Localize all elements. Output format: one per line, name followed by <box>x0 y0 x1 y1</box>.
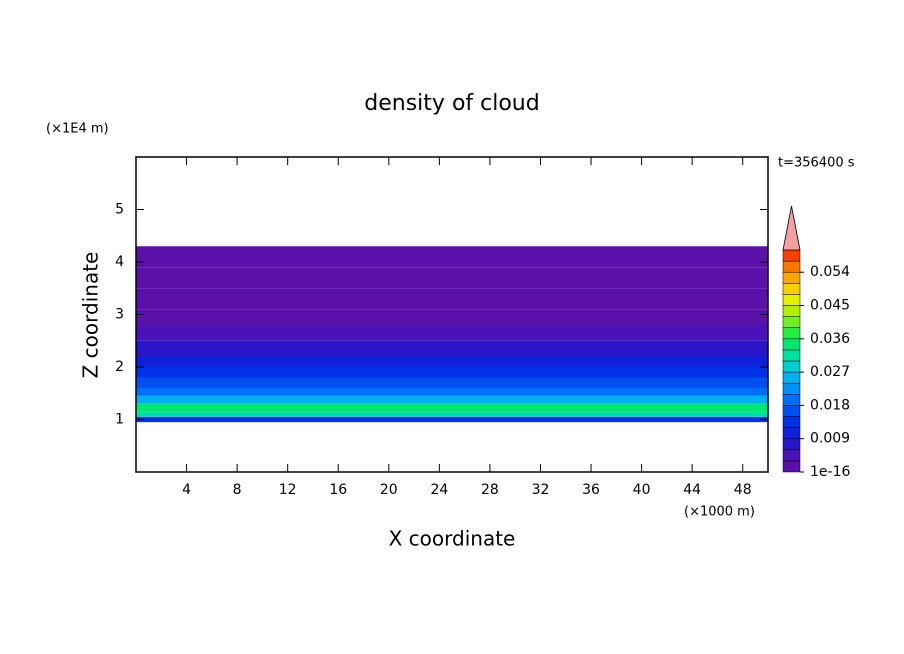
time-label: t=356400 s <box>778 156 855 171</box>
y-tick-label: 1 <box>115 412 124 428</box>
contour-band <box>136 377 768 388</box>
x-unit: (×1000 m) <box>684 505 755 520</box>
colorbar-tick-label: 1e-16 <box>810 464 850 480</box>
x-axis-label: X coordinate <box>389 527 516 551</box>
colorbar-box <box>782 249 801 262</box>
y-tick-label: 3 <box>115 307 124 323</box>
colorbar-box <box>782 283 801 295</box>
contour-band <box>136 356 768 367</box>
colorbar-box <box>782 405 801 417</box>
colorbar-box <box>782 316 801 328</box>
colorbar-box <box>782 449 801 462</box>
contour-band <box>136 395 768 404</box>
contour-band <box>136 411 768 417</box>
y-axis-label: Z coordinate <box>79 252 103 379</box>
x-tick-label: 44 <box>683 482 701 498</box>
x-tick-label: 32 <box>532 482 550 498</box>
contour-band <box>136 246 768 268</box>
colorbar-tick-label: 0.054 <box>810 264 850 280</box>
colorbar-extend <box>782 205 801 251</box>
x-tick-label: 12 <box>279 482 297 498</box>
contour-band <box>136 340 768 357</box>
colorbar-box <box>782 427 801 439</box>
y-tick-label: 4 <box>115 254 124 270</box>
contour-band <box>136 325 768 341</box>
colorbar-box <box>782 360 801 373</box>
colorbar-box <box>782 394 801 406</box>
colorbar-box <box>782 382 801 395</box>
x-tick-label: 20 <box>380 482 398 498</box>
colorbar-box <box>782 327 801 340</box>
x-tick-label: 16 <box>329 482 347 498</box>
contour-band <box>136 367 768 378</box>
x-tick-label: 40 <box>633 482 651 498</box>
colorbar-box <box>782 371 801 384</box>
y-tick-label: 2 <box>115 359 124 375</box>
colorbar-box <box>782 294 801 306</box>
colorbar-tick-label: 0.009 <box>810 431 850 447</box>
x-tick-label: 28 <box>481 482 499 498</box>
y-tick-label: 5 <box>115 202 124 218</box>
contour-band <box>136 267 768 289</box>
colorbar-box <box>782 416 801 428</box>
colorbar-box <box>782 338 801 351</box>
x-tick-label: 24 <box>430 482 448 498</box>
x-tick-label: 36 <box>582 482 600 498</box>
x-tick-label: 4 <box>182 482 191 498</box>
colorbar-tick-label: 0.045 <box>810 298 850 314</box>
contour-band <box>136 388 768 396</box>
colorbar-box <box>782 271 801 284</box>
contour-band <box>136 288 768 310</box>
colorbar-box <box>782 349 801 362</box>
x-tick-label: 8 <box>233 482 242 498</box>
x-tick-label: 48 <box>734 482 752 498</box>
chart-title: density of cloud <box>364 91 539 116</box>
colorbar-box <box>782 460 801 473</box>
contour-band <box>136 416 768 423</box>
colorbar-tick-label: 0.018 <box>810 397 850 413</box>
contour-band <box>136 403 768 412</box>
y-unit: (×1E4 m) <box>46 122 109 137</box>
colorbar-tick-label: 0.027 <box>810 364 850 380</box>
colorbar-box <box>782 260 801 273</box>
contour-band <box>136 309 768 325</box>
colorbar-tick-label: 0.036 <box>810 331 850 347</box>
colorbar-box <box>782 305 801 317</box>
colorbar-box <box>782 438 801 451</box>
